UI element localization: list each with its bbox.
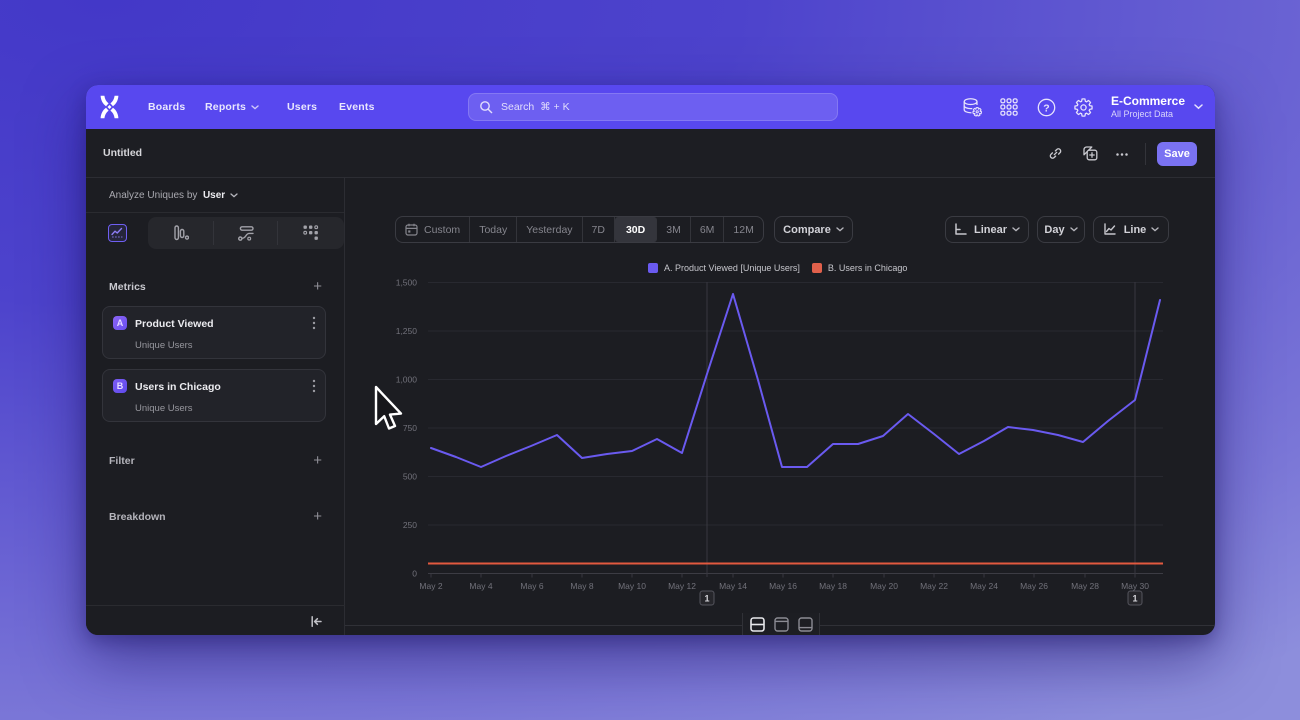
svg-text:May 30: May 30 [1121, 581, 1149, 591]
svg-text:May 2: May 2 [419, 581, 442, 591]
svg-text:May 26: May 26 [1020, 581, 1048, 591]
svg-text:1: 1 [704, 594, 709, 604]
svg-text:1,250: 1,250 [396, 326, 418, 336]
svg-text:250: 250 [403, 520, 417, 530]
svg-text:750: 750 [403, 423, 417, 433]
svg-text:May 18: May 18 [819, 581, 847, 591]
svg-text:1,500: 1,500 [396, 278, 418, 288]
svg-text:May 8: May 8 [570, 581, 593, 591]
svg-text:May 4: May 4 [469, 581, 492, 591]
svg-text:0: 0 [412, 569, 417, 579]
svg-text:May 16: May 16 [769, 581, 797, 591]
svg-text:May 22: May 22 [920, 581, 948, 591]
svg-text:May 12: May 12 [668, 581, 696, 591]
svg-text:May 14: May 14 [719, 581, 747, 591]
svg-text:May 24: May 24 [970, 581, 998, 591]
svg-text:May 6: May 6 [520, 581, 543, 591]
svg-text:May 10: May 10 [618, 581, 646, 591]
svg-text:1,000: 1,000 [396, 375, 418, 385]
svg-text:500: 500 [403, 472, 417, 482]
svg-text:May 28: May 28 [1071, 581, 1099, 591]
svg-text:?: ? [1043, 102, 1049, 114]
svg-text:May 20: May 20 [870, 581, 898, 591]
svg-text:1: 1 [1132, 594, 1137, 604]
